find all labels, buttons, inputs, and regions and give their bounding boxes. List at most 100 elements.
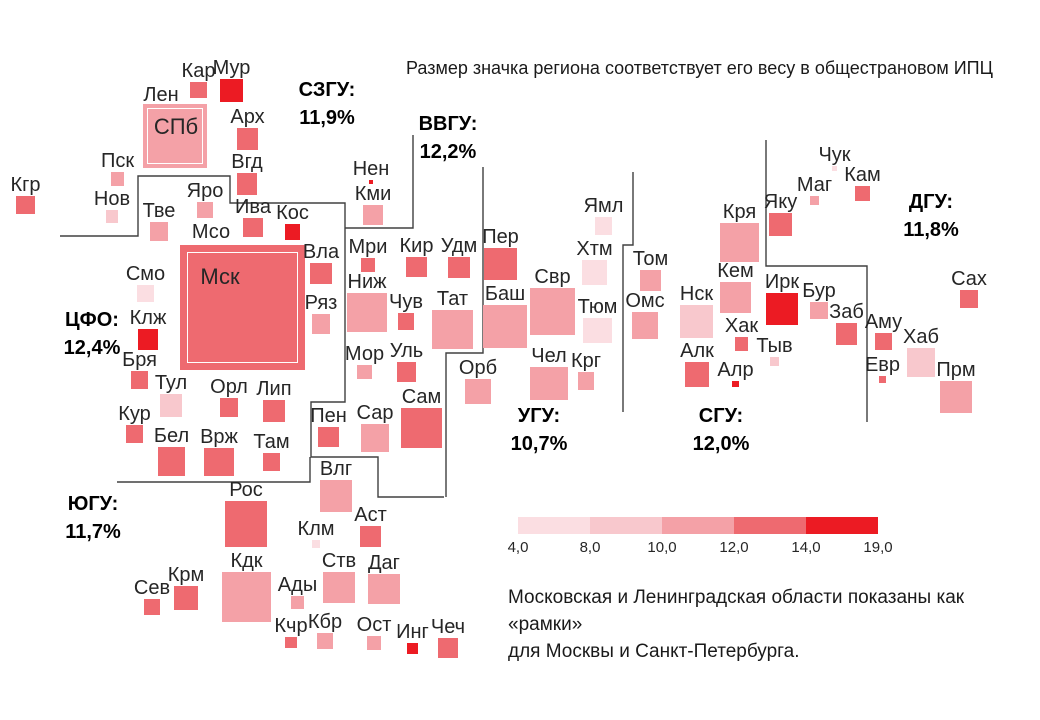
region-label-Кчр: Кчр xyxy=(274,615,308,637)
district-label-ЦФО: ЦФО: 12,4% xyxy=(64,306,121,362)
region-square-Чеч xyxy=(438,638,458,658)
region-square-Евр xyxy=(879,376,886,383)
region-frame-inner-border xyxy=(147,108,203,164)
region-label-Хаб: Хаб xyxy=(903,326,939,348)
region-square-Хак xyxy=(735,337,748,351)
region-label-Мри: Мри xyxy=(348,236,388,258)
region-label-Ямл: Ямл xyxy=(583,195,624,217)
region-square-Бря xyxy=(131,371,148,389)
region-label-Ряз: Ряз xyxy=(304,292,338,314)
region-square-Пен xyxy=(318,427,339,447)
district-label-ДГУ: ДГУ: 11,8% xyxy=(903,188,959,244)
region-label-Нов: Нов xyxy=(93,188,131,210)
region-square-Мсо: Мск xyxy=(180,245,305,370)
region-label-Кир: Кир xyxy=(399,235,434,257)
region-square-Чук xyxy=(832,166,837,171)
region-square-Сам xyxy=(401,408,442,448)
region-label-Кря: Кря xyxy=(722,201,757,223)
region-label-Аст: Аст xyxy=(354,504,387,526)
region-label-Пер: Пер xyxy=(482,226,519,248)
region-label-Яку: Яку xyxy=(763,191,798,213)
region-label-Бур: Бур xyxy=(802,280,836,302)
footnote: Московская и Ленинградская области показ… xyxy=(508,584,1040,665)
region-label-Сах: Сах xyxy=(951,268,987,290)
region-label-Пен: Пен xyxy=(310,405,347,427)
region-square-Мри xyxy=(361,258,375,272)
legend-tick-14,0: 14,0 xyxy=(791,539,821,556)
region-label-Смо: Смо xyxy=(125,263,166,285)
region-square-Нен xyxy=(369,180,373,184)
region-label-Алр: Алр xyxy=(717,359,754,381)
region-square-Влг xyxy=(320,480,352,512)
district-value: 11,9% xyxy=(299,107,355,129)
region-label-Евр: Евр xyxy=(864,354,901,376)
region-label-Чук: Чук xyxy=(818,144,851,166)
region-label-Кос: Кос xyxy=(276,202,309,224)
district-name: ВВГУ: xyxy=(418,113,478,135)
region-square-Сах xyxy=(960,290,978,308)
region-label-Свр: Свр xyxy=(534,266,571,288)
region-square-Нов xyxy=(106,210,118,223)
region-label-Мсо: Мсо xyxy=(191,221,231,243)
region-label-Сам: Сам xyxy=(401,386,442,408)
region-square-Омс xyxy=(632,312,658,339)
district-label-УГУ: УГУ: 10,7% xyxy=(511,402,568,458)
region-label-Вгд: Вгд xyxy=(231,151,263,173)
region-square-Ива xyxy=(243,218,263,237)
region-square-Алк xyxy=(685,362,709,387)
region-square-Кем xyxy=(720,282,751,313)
region-square-Тюм xyxy=(583,318,612,343)
chart-title: Размер значка региона соответствует его … xyxy=(406,58,993,78)
district-name: СГУ: xyxy=(698,405,744,427)
region-square-Вла xyxy=(310,263,332,284)
region-square-Клж xyxy=(138,329,158,350)
region-square-Тве xyxy=(150,222,168,241)
region-square-Кми xyxy=(363,205,383,225)
region-label-Крг: Крг xyxy=(570,350,602,372)
district-value: 12,4% xyxy=(63,337,121,359)
region-label-Клж: Клж xyxy=(129,307,167,329)
district-name: СЗГУ: xyxy=(298,79,356,101)
region-label-Ств: Ств xyxy=(321,550,357,572)
region-square-Хаб xyxy=(907,348,935,377)
region-label-Чел: Чел xyxy=(531,345,567,367)
district-label-ЮГУ: ЮГУ: 11,7% xyxy=(65,490,121,546)
region-label-Рос: Рос xyxy=(229,479,263,501)
region-square-Там xyxy=(263,453,280,471)
region-square-Свр xyxy=(530,288,575,335)
region-label-Тул: Тул xyxy=(154,372,188,394)
district-name: ДГУ: xyxy=(908,191,954,213)
district-label-СГУ: СГУ: 12,0% xyxy=(693,402,750,458)
district-value: 12,0% xyxy=(692,433,750,455)
legend-segment-4 xyxy=(734,517,806,534)
region-label-Влг: Влг xyxy=(319,458,353,480)
region-square-Пер xyxy=(484,248,517,280)
region-label-Ниж: Ниж xyxy=(347,271,387,293)
region-square-Ирк xyxy=(766,293,798,325)
region-square-Нск xyxy=(680,305,713,338)
region-label-Кми: Кми xyxy=(354,183,392,205)
region-square-Мор xyxy=(357,365,372,379)
footnote-line-2: для Москвы и Санкт-Петербурга. xyxy=(508,641,800,662)
region-square-Рос xyxy=(225,501,267,547)
region-square-Бур xyxy=(810,302,828,319)
region-label-Тат: Тат xyxy=(436,288,469,310)
region-square-Кдк xyxy=(222,572,271,622)
district-label-ВВГУ: ВВГУ: 12,2% xyxy=(419,110,478,166)
region-label-Чув: Чув xyxy=(389,291,423,313)
region-square-Клм xyxy=(312,540,320,548)
region-square-Тат xyxy=(432,310,473,349)
region-label-Прм: Прм xyxy=(936,359,976,381)
region-square-Уль xyxy=(397,362,416,382)
region-label-Сев: Сев xyxy=(133,577,171,599)
region-label-Даг: Даг xyxy=(368,552,400,574)
region-square-Яку xyxy=(769,213,792,236)
region-square-Том xyxy=(640,270,661,291)
region-label-Заб: Заб xyxy=(829,301,864,323)
region-square-Чел xyxy=(530,367,568,400)
region-label-Маг: Маг xyxy=(796,174,833,196)
region-label-Врж: Врж xyxy=(200,426,238,448)
region-label-Кур: Кур xyxy=(118,403,151,425)
region-square-Заб xyxy=(836,323,857,345)
district-value: 10,7% xyxy=(510,433,568,455)
